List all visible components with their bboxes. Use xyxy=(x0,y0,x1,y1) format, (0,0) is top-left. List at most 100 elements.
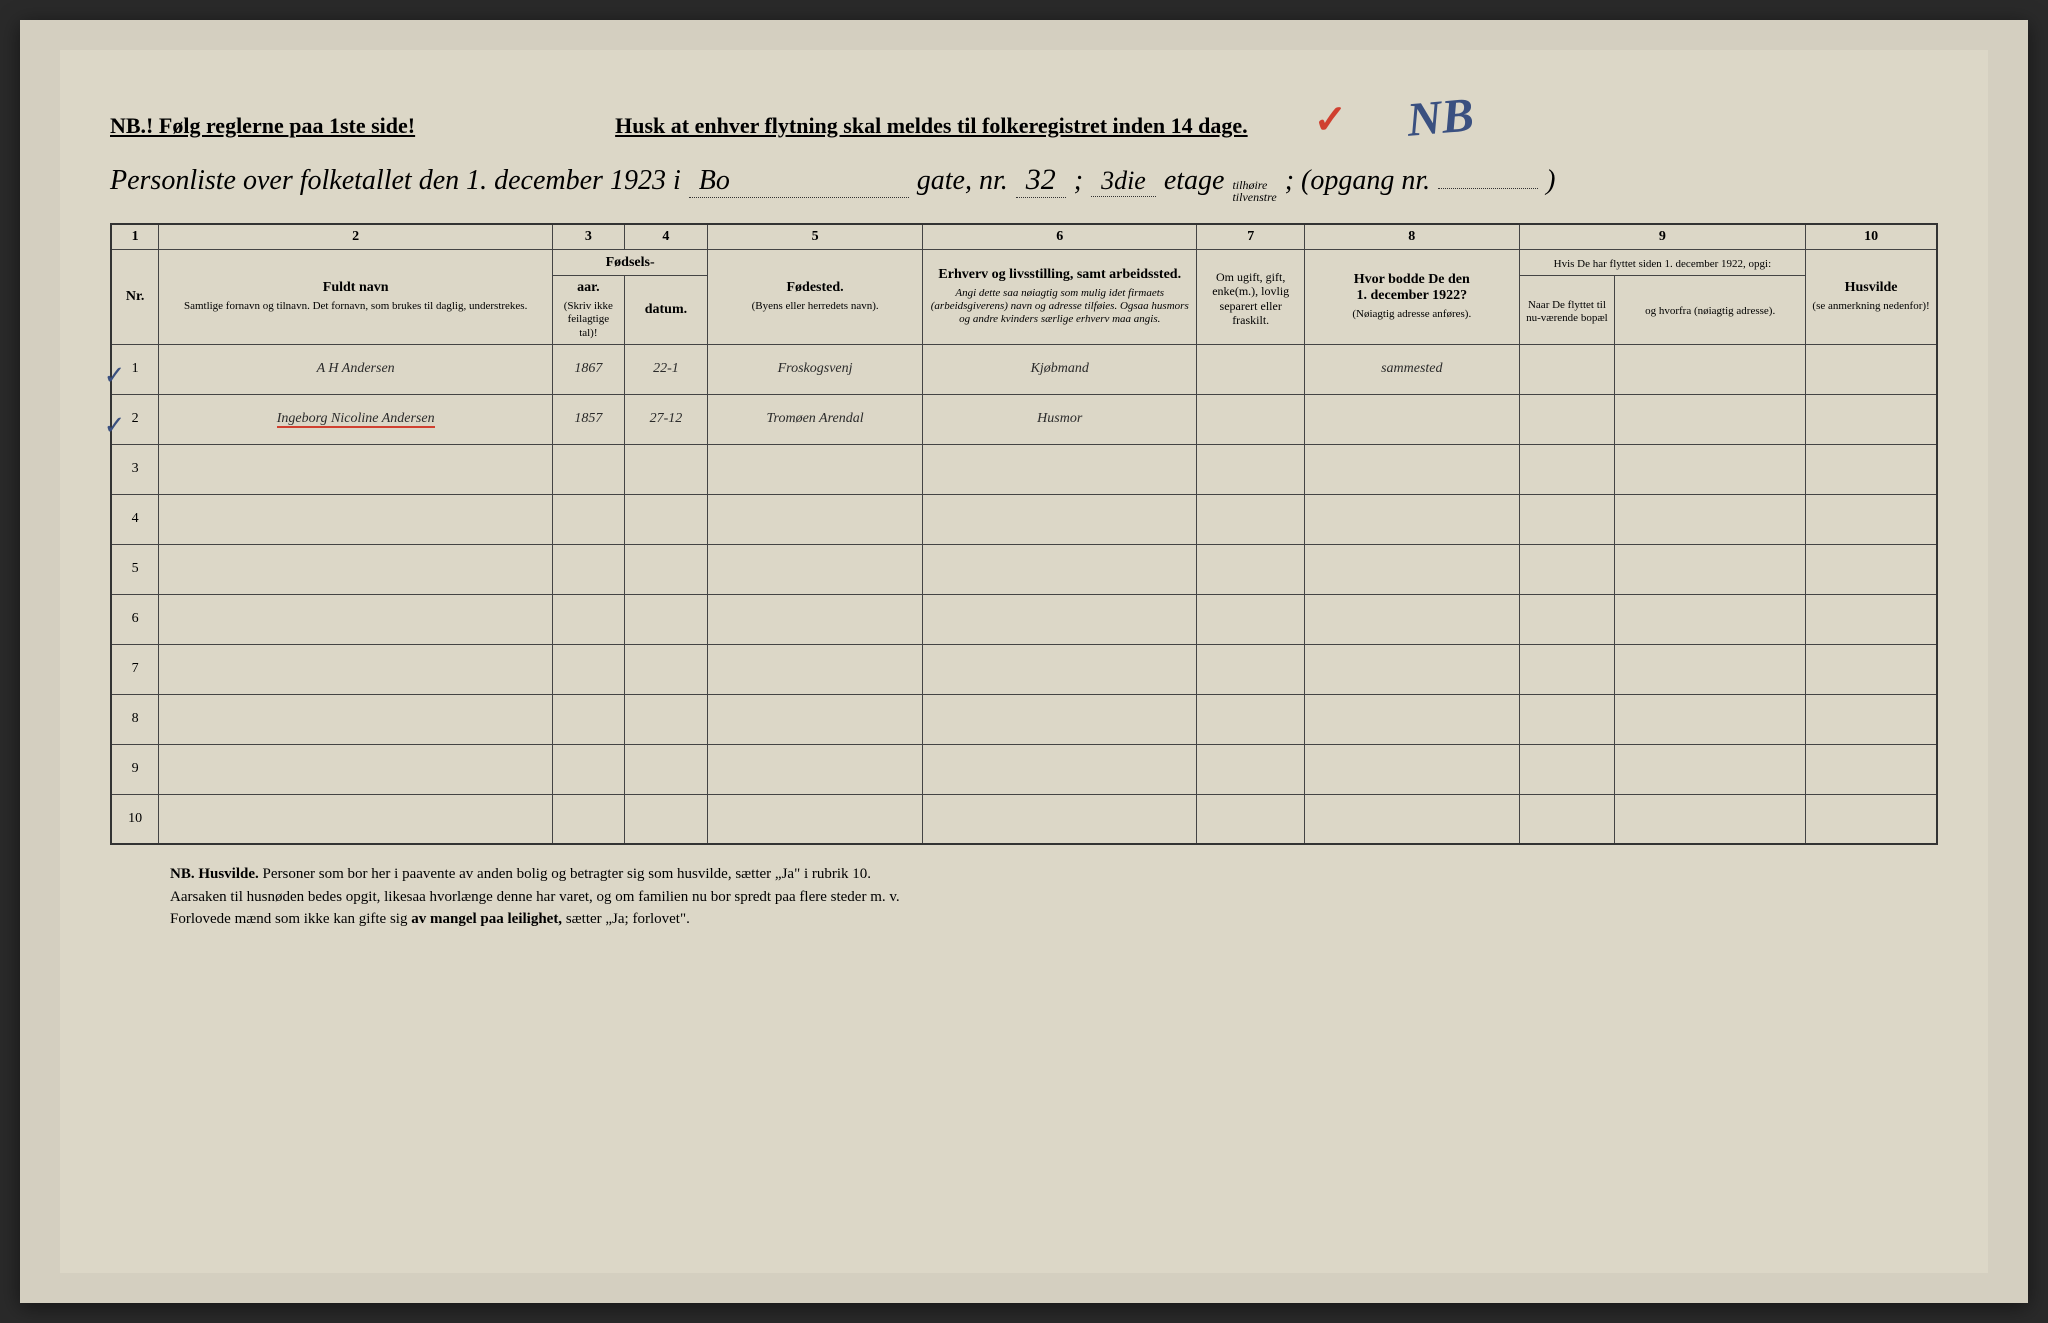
cell-prev xyxy=(1304,494,1519,544)
header-line: NB.! Følg reglerne paa 1ste side! Husk a… xyxy=(110,90,1938,145)
cell-moved-when xyxy=(1519,794,1614,844)
col-birth: Fødsels- xyxy=(553,250,708,276)
document-page: NB.! Følg reglerne paa 1ste side! Husk a… xyxy=(20,20,2028,1303)
cell-marital xyxy=(1197,694,1304,744)
col-prev-addr: Hvor bodde De den 1. december 1922? (Nøi… xyxy=(1304,250,1519,345)
cell-nr: 10 xyxy=(111,794,159,844)
col-nr: Nr. xyxy=(111,250,159,345)
col-marital: Om ugift, gift, enke(m.), lovlig separer… xyxy=(1197,250,1304,345)
cell-moved-from xyxy=(1615,794,1806,844)
cell-marital xyxy=(1197,594,1304,644)
col-homeless: Husvilde (se anmerkning nedenfor)! xyxy=(1806,250,1937,345)
cell-homeless xyxy=(1806,544,1937,594)
cell-year xyxy=(553,494,625,544)
cell-date xyxy=(624,644,708,694)
col-birthplace-title: Fødested. xyxy=(787,280,844,295)
cell-moved-when xyxy=(1519,494,1614,544)
cell-homeless xyxy=(1806,344,1937,394)
footnote-l3b: av mangel paa leilighet, xyxy=(411,911,562,927)
footnote-l1: Personer som bor her i paavente av anden… xyxy=(263,866,871,882)
col-name-sub: Samtlige fornavn og tilnavn. Det fornavn… xyxy=(165,300,546,313)
document-inner: NB.! Følg reglerne paa 1ste side! Husk a… xyxy=(80,70,1968,951)
cell-homeless xyxy=(1806,594,1937,644)
colnum-9: 9 xyxy=(1519,224,1805,250)
cell-occupation xyxy=(923,744,1197,794)
col-homeless-sub: (se anmerkning nedenfor)! xyxy=(1812,300,1930,313)
cell-name xyxy=(159,694,553,744)
cell-marital xyxy=(1197,494,1304,544)
table-row: 4 xyxy=(111,494,1937,544)
cell-prev xyxy=(1304,444,1519,494)
cell-name xyxy=(159,494,553,544)
table-row: 8 xyxy=(111,694,1937,744)
cell-birthplace xyxy=(708,744,923,794)
cell-moved-from xyxy=(1615,494,1806,544)
cell-name xyxy=(159,544,553,594)
col-birth-year: aar. (Skriv ikke feilagtige tal)! xyxy=(553,276,625,345)
cell-year: 1857 xyxy=(553,394,625,444)
cell-name xyxy=(159,444,553,494)
col-name: Fuldt navn Samtlige fornavn og tilnavn. … xyxy=(159,250,553,345)
cell-birthplace: Tromøen Arendal xyxy=(708,394,923,444)
cell-moved-from xyxy=(1615,444,1806,494)
colnum-5: 5 xyxy=(708,224,923,250)
cell-moved-when xyxy=(1519,394,1614,444)
cell-prev xyxy=(1304,694,1519,744)
cell-prev xyxy=(1304,394,1519,444)
cell-date xyxy=(624,794,708,844)
col-birth-title: Fødsels- xyxy=(606,255,655,270)
cell-date xyxy=(624,544,708,594)
table-row: 5 xyxy=(111,544,1937,594)
cell-moved-when xyxy=(1519,694,1614,744)
cell-occupation xyxy=(923,794,1197,844)
cell-nr: ✓2 xyxy=(111,394,159,444)
cell-nr: 4 xyxy=(111,494,159,544)
cell-birthplace xyxy=(708,444,923,494)
cell-prev xyxy=(1304,644,1519,694)
colnum-10: 10 xyxy=(1806,224,1937,250)
cell-moved-from xyxy=(1615,594,1806,644)
cell-date xyxy=(624,694,708,744)
cell-marital xyxy=(1197,444,1304,494)
cell-year xyxy=(553,694,625,744)
street-suffix: gate, nr. xyxy=(917,165,1008,197)
cell-marital xyxy=(1197,744,1304,794)
cell-moved-when xyxy=(1519,344,1614,394)
house-nr: 32 xyxy=(1016,163,1066,198)
col-moved-from: og hvorfra (nøiagtig adresse). xyxy=(1615,276,1806,345)
cell-moved-from xyxy=(1615,744,1806,794)
cell-year xyxy=(553,594,625,644)
cell-moved-when xyxy=(1519,744,1614,794)
table-row: 3 xyxy=(111,444,1937,494)
col-occ-title: Erhverv og livsstilling, samt arbeidsste… xyxy=(938,267,1181,282)
cell-name: A H Andersen xyxy=(159,344,553,394)
cell-birthplace: Froskogsvenj xyxy=(708,344,923,394)
cell-occupation xyxy=(923,444,1197,494)
table-row: ✓1A H Andersen186722-1FroskogsvenjKjøbma… xyxy=(111,344,1937,394)
cell-occupation xyxy=(923,544,1197,594)
title-prefix: Personliste over folketallet den 1. dece… xyxy=(110,165,681,197)
cell-occupation: Husmor xyxy=(923,394,1197,444)
side-bot: tilvenstre xyxy=(1232,191,1276,203)
cell-moved-from xyxy=(1615,694,1806,744)
col-birthplace: Fødested. (Byens eller herredets navn). xyxy=(708,250,923,345)
cell-nr: 8 xyxy=(111,694,159,744)
cell-homeless xyxy=(1806,694,1937,744)
checkmark-icon: ✓ xyxy=(1314,96,1348,143)
cell-name xyxy=(159,594,553,644)
cell-moved-when xyxy=(1519,644,1614,694)
cell-homeless xyxy=(1806,644,1937,694)
cell-date: 22-1 xyxy=(624,344,708,394)
col-homeless-title: Husvilde xyxy=(1845,280,1898,295)
cell-prev xyxy=(1304,594,1519,644)
floor-suffix: etage xyxy=(1164,165,1225,197)
cell-moved-from xyxy=(1615,394,1806,444)
table-row: 7 xyxy=(111,644,1937,694)
col-occ-sub: Angi dette saa nøiagtig som mulig idet f… xyxy=(929,287,1190,327)
nb-annotation: NB xyxy=(1405,87,1476,148)
colnum-7: 7 xyxy=(1197,224,1304,250)
colnum-3: 3 xyxy=(553,224,625,250)
cell-prev: sammested xyxy=(1304,344,1519,394)
side-stack: tilhøire tilvenstre xyxy=(1232,179,1276,203)
header-row-1: Nr. Fuldt navn Samtlige fornavn og tilna… xyxy=(111,250,1937,276)
